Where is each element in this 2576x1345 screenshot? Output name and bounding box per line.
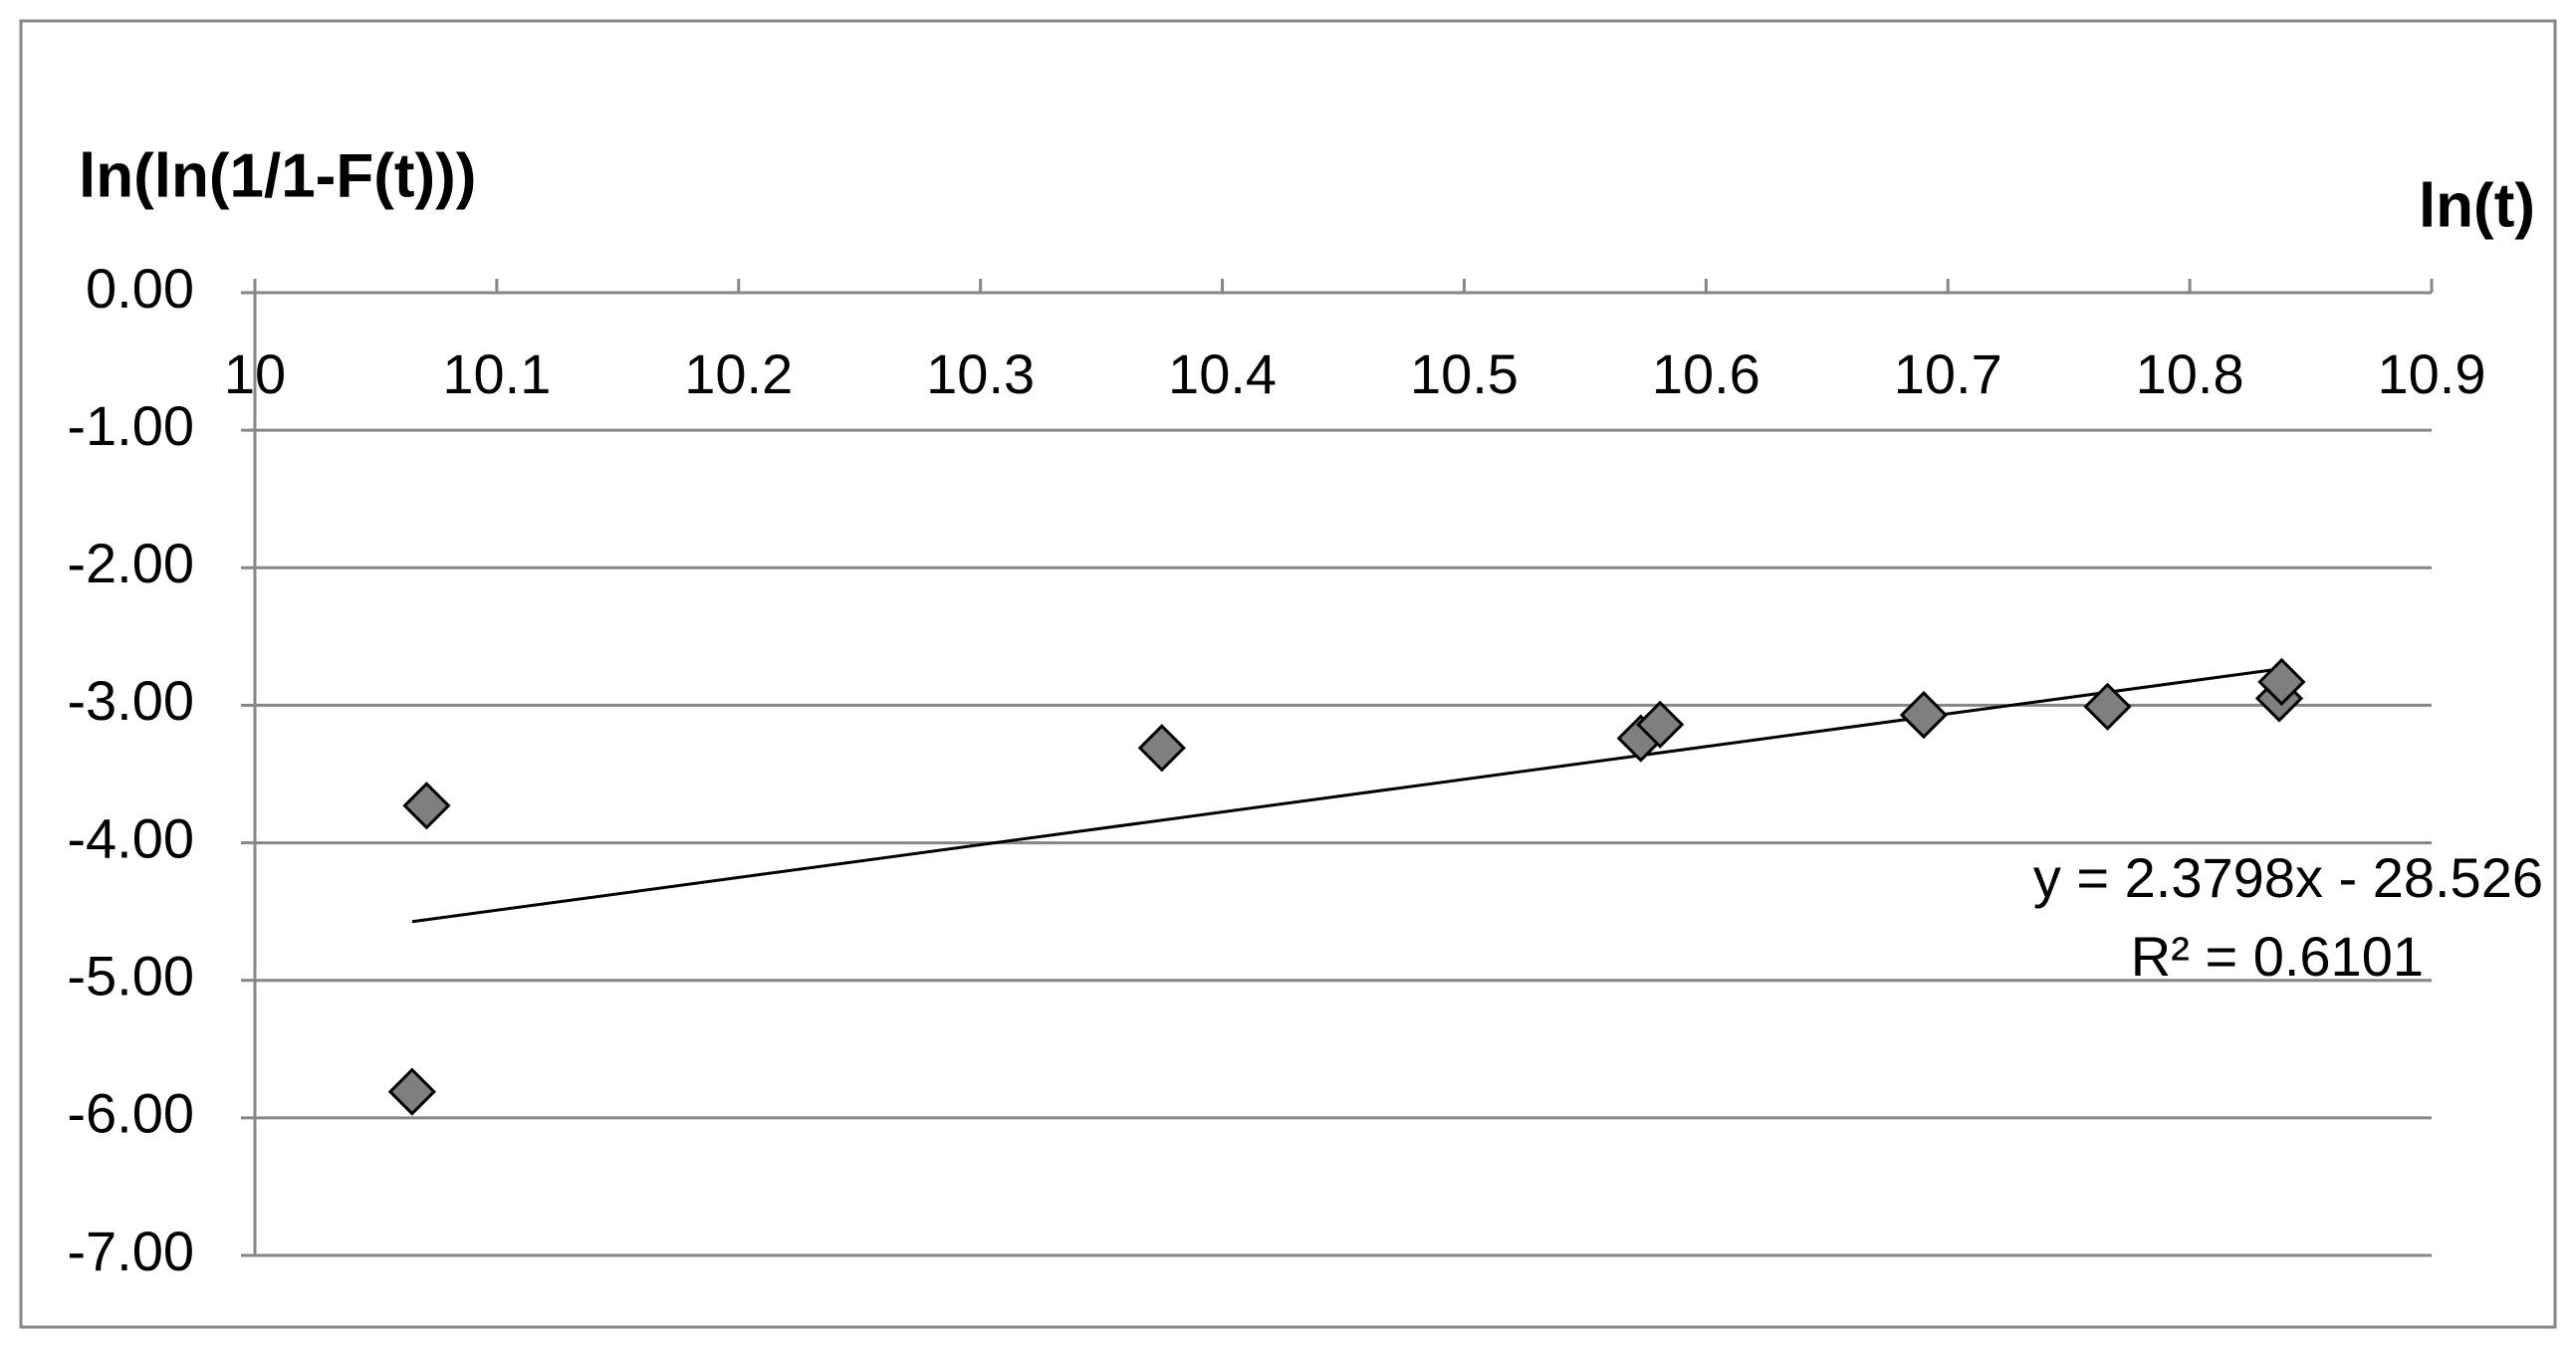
trendline-equation: y = 2.3798x - 28.526 — [2033, 846, 2543, 909]
marker — [1636, 700, 1685, 749]
y-tick-label: -5.00 — [67, 945, 194, 1008]
x-tick-label: 10.5 — [1410, 342, 1519, 405]
x-tick-label: 10.1 — [442, 342, 551, 405]
y-tick-label: -4.00 — [67, 806, 194, 869]
marker — [387, 1067, 436, 1116]
trendline-r-squared: R² = 0.6101 — [2131, 925, 2424, 988]
x-tick-label: 10.7 — [1894, 342, 2002, 405]
x-tick-label: 10 — [224, 342, 286, 405]
marker — [2257, 657, 2306, 707]
x-tick-label: 10.9 — [2378, 342, 2486, 405]
x-tick-label: 10.3 — [926, 342, 1035, 405]
x-axis-title: ln(t) — [2419, 171, 2535, 240]
marker — [1137, 724, 1186, 773]
y-tick-label: -1.00 — [67, 394, 194, 457]
y-axis-title: ln(ln(1/1-F(t))) — [79, 141, 476, 210]
y-tick-label: 0.00 — [86, 257, 194, 320]
chart-border — [19, 19, 2557, 1329]
x-tick-label: 10.4 — [1168, 342, 1277, 405]
y-tick-label: -7.00 — [67, 1220, 194, 1282]
marker — [402, 782, 451, 830]
x-tick-label: 10.6 — [1652, 342, 1760, 405]
y-tick-label: -3.00 — [67, 669, 194, 732]
x-tick-label: 10.2 — [684, 342, 793, 405]
trendline — [411, 667, 2282, 924]
marker — [1899, 690, 1949, 740]
y-tick-label: -6.00 — [67, 1082, 194, 1145]
y-tick-label: -2.00 — [67, 532, 194, 594]
x-tick-label: 10.8 — [2136, 342, 2244, 405]
marker — [2083, 682, 2132, 731]
